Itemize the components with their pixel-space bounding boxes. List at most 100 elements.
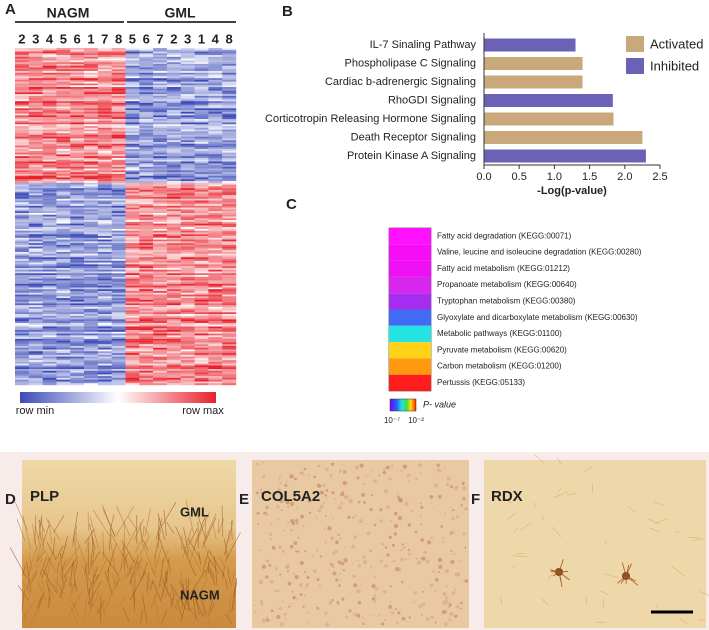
- heatmap-cell: [222, 244, 237, 247]
- heatmap-cell: [56, 71, 71, 74]
- heatmap-cell: [153, 266, 168, 269]
- heatmap-cell: [70, 129, 85, 132]
- heatmap-cell: [153, 172, 168, 175]
- heatmap-cell: [194, 204, 209, 207]
- heatmap-cell: [180, 383, 195, 386]
- heatmap-cell: [222, 161, 237, 164]
- heatmap-cell: [153, 198, 168, 201]
- heatmap-cell: [222, 250, 237, 253]
- heatmap-cell: [15, 49, 30, 52]
- heatmap-cell: [15, 347, 30, 350]
- heatmap-cell: [153, 157, 168, 160]
- heatmap-cell: [194, 227, 209, 230]
- heatmap-cell: [222, 142, 237, 144]
- heatmap-cell: [56, 53, 71, 56]
- heatmap-cell: [194, 51, 209, 54]
- heatmap-cell: [28, 225, 43, 228]
- heatmap-cell: [222, 354, 237, 357]
- heatmap-cell: [153, 241, 168, 244]
- heatmap-cell: [42, 358, 57, 361]
- speckle: [327, 569, 330, 571]
- fiber: [170, 592, 176, 608]
- heatmap-cell: [180, 173, 195, 176]
- heatmap-cell: [111, 299, 126, 302]
- heatmap-cell: [111, 225, 126, 228]
- heatmap-cell: [28, 60, 43, 63]
- heatmap-cell: [222, 129, 237, 132]
- heatmap-cell: [153, 63, 168, 66]
- heatmap-cell: [125, 143, 140, 146]
- heatmap-cell: [166, 296, 181, 299]
- heatmap-cell: [153, 326, 168, 329]
- heatmap-cell: [42, 321, 57, 324]
- heatmap-cell: [84, 303, 99, 306]
- heatmap-cell: [97, 198, 112, 201]
- heatmap-cell: [28, 360, 43, 363]
- heatmap-cell: [15, 156, 30, 159]
- heatmap-cell: [28, 232, 43, 235]
- heatmap-cell: [153, 74, 168, 77]
- heatmap-cell: [56, 87, 71, 89]
- heatmap-cell: [180, 207, 195, 210]
- speckle: [442, 600, 447, 605]
- fiber: [59, 576, 67, 598]
- heatmap-cell: [42, 67, 57, 70]
- heatmap-cell: [208, 170, 223, 173]
- speckle: [390, 585, 392, 587]
- heatmap-cell: [70, 69, 85, 72]
- term-label: Metabolic pathways (KEGG:01100): [437, 329, 562, 338]
- heatmap-cell: [222, 374, 237, 377]
- heatmap-cell: [153, 275, 168, 278]
- heatmap-cell: [166, 276, 181, 279]
- heatmap-cell: [70, 301, 85, 304]
- speckle: [434, 621, 437, 624]
- heatmap-cell: [194, 322, 209, 325]
- heatmap-cell: [111, 56, 126, 59]
- heatmap-cell: [111, 259, 126, 262]
- heatmap-cell: [97, 236, 112, 238]
- heatmap-cell: [222, 118, 237, 121]
- region-label: GML: [180, 504, 209, 519]
- heatmap-cell: [180, 126, 195, 129]
- heatmap-cell: [194, 49, 209, 52]
- heatmap-cell: [111, 379, 126, 382]
- heatmap-cell: [166, 376, 181, 379]
- heatmap-cell: [15, 211, 30, 214]
- heatmap-cell: [15, 83, 30, 86]
- fiber: [59, 552, 64, 584]
- speckle: [279, 496, 283, 500]
- heatmap-cell: [84, 90, 99, 93]
- heatmap-cell: [111, 152, 126, 155]
- heatmap-cell: [166, 322, 181, 325]
- heatmap-cell: [97, 335, 112, 338]
- heatmap-cell: [28, 305, 43, 308]
- heatmap-cell: [222, 62, 237, 65]
- heatmap-cell: [84, 69, 99, 72]
- heatmap-cell: [153, 216, 168, 219]
- heatmap-cell: [139, 63, 154, 66]
- heatmap-cell: [208, 74, 223, 77]
- heatmap-cell: [125, 246, 140, 249]
- heatmap-cell: [111, 94, 126, 97]
- heatmap-cell: [125, 99, 140, 102]
- heatmap-cell: [70, 113, 85, 116]
- heatmap-cell: [28, 165, 43, 168]
- heatmap-cell: [153, 218, 168, 221]
- heatmap-cell: [208, 294, 223, 297]
- heatmap-cell: [180, 108, 195, 111]
- heatmap-cell: [56, 127, 71, 130]
- heatmap-cell: [125, 331, 140, 334]
- heatmap-cell: [15, 200, 30, 203]
- heatmap-cell: [42, 273, 57, 276]
- speckle: [300, 499, 303, 502]
- heatmap-cell: [42, 344, 57, 347]
- heatmap-cell: [42, 69, 57, 72]
- heatmap-cell: [56, 251, 71, 254]
- heatmap-cell: [208, 110, 223, 113]
- heatmap-cell: [125, 58, 140, 61]
- heatmap-cell: [139, 328, 154, 331]
- fiber: [208, 549, 226, 578]
- heatmap-cell: [208, 124, 223, 127]
- heatmap-cell: [56, 351, 71, 354]
- heatmap-cell: [42, 115, 57, 118]
